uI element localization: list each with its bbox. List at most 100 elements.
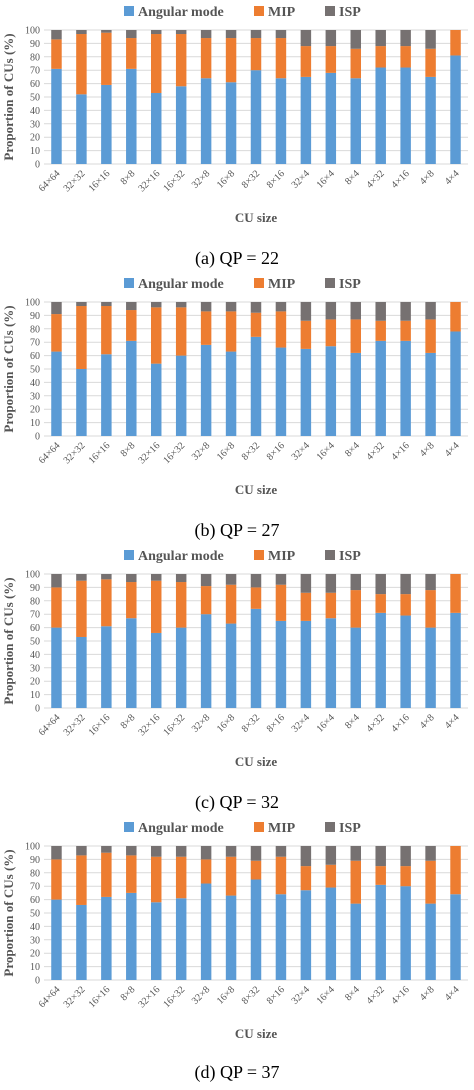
bar-segment <box>325 319 337 347</box>
y-tick-label: 20 <box>30 133 40 144</box>
bar-segment <box>375 340 386 436</box>
bar-segment <box>150 363 162 436</box>
y-tick-label: 80 <box>30 596 40 607</box>
legend-swatch <box>124 278 134 288</box>
x-tick-label: 8×16 <box>265 168 287 190</box>
y-tick-label: 90 <box>30 39 40 50</box>
x-tick-label: 16×32 <box>161 440 187 466</box>
bar-segment <box>250 574 262 588</box>
legend-label: ISP <box>339 549 361 564</box>
x-tick-label: 16×16 <box>87 440 113 466</box>
x-tick-label: 32×16 <box>136 440 162 466</box>
bar-segment <box>325 30 337 47</box>
bar-segment <box>425 302 436 320</box>
bar-segment <box>275 584 287 621</box>
legend: Angular mode MIP ISP <box>124 277 361 292</box>
y-tick-label: 30 <box>30 663 40 674</box>
bar-segment <box>76 306 87 369</box>
x-tick-label: 8×4 <box>343 440 362 459</box>
bar-segment <box>400 846 411 867</box>
y-tick-label: 50 <box>30 365 40 376</box>
bar-segment <box>450 55 461 164</box>
bar-segment <box>275 856 287 895</box>
bar-segment <box>51 574 62 588</box>
x-tick-label: 4×32 <box>364 712 386 734</box>
bar-segment <box>400 615 411 708</box>
bar-segment <box>175 627 187 708</box>
bar-segment <box>275 30 287 39</box>
x-tick-label: 8×4 <box>343 168 362 187</box>
chart-panel: Angular mode MIP ISP 0 10 20 30 40 50 60 70 80 90 100… <box>0 816 474 1088</box>
bar-segment <box>400 302 411 321</box>
bar-segment <box>200 586 212 615</box>
bar-segment <box>200 846 212 860</box>
bar-segment <box>400 320 411 341</box>
x-tick-label: 16×16 <box>87 712 113 738</box>
bar-segment <box>275 302 287 312</box>
bar-segment <box>450 302 461 332</box>
legend-label: ISP <box>339 5 361 20</box>
x-tick-label: 16×8 <box>215 168 237 190</box>
bar-segment <box>400 67 411 164</box>
bar-segment <box>225 846 237 857</box>
bar-segment <box>350 30 362 49</box>
bar-segment <box>375 320 386 341</box>
bar-segment <box>175 846 187 857</box>
x-tick-label: 8×8 <box>119 712 138 731</box>
bar-segment <box>175 86 187 164</box>
legend: Angular mode MIP ISP <box>124 5 361 20</box>
y-tick-label: 10 <box>30 690 40 701</box>
bar-segment <box>275 620 287 708</box>
chart-panel: Angular mode MIP ISP 0 10 20 30 40 50 60 70 80 90 100… <box>0 272 474 544</box>
bar-segment <box>400 594 411 616</box>
x-tick-label: 4×16 <box>389 168 411 190</box>
bar-segment <box>300 76 312 164</box>
x-tick-label: 8×8 <box>119 984 138 1003</box>
bar-segment <box>101 896 112 980</box>
bar-segment <box>325 574 337 593</box>
bar-segment <box>150 302 162 308</box>
bar-segment <box>325 302 337 320</box>
bar-segment <box>425 352 436 436</box>
chart-panel: Angular mode MIP ISP 0 10 20 30 40 50 60 70 80 90 100… <box>0 0 474 272</box>
legend-label: Angular mode <box>138 821 224 836</box>
x-tick-label: 32×4 <box>290 984 312 1006</box>
bar-segment <box>300 30 312 47</box>
bar-segment <box>300 846 312 867</box>
y-tick-label: 0 <box>35 432 40 443</box>
y-tick-label: 10 <box>30 962 40 973</box>
y-tick-label: 40 <box>30 922 40 933</box>
x-axis-title: CU size <box>235 482 277 497</box>
legend-swatch <box>325 550 335 560</box>
legend-label: Angular mode <box>138 5 224 20</box>
x-tick-label: 8×16 <box>265 984 287 1006</box>
x-tick-label: 4×8 <box>418 984 437 1003</box>
x-tick-label: 4×8 <box>418 440 437 459</box>
bar-segment <box>425 30 436 49</box>
legend-label: MIP <box>268 277 296 292</box>
y-tick-label: 100 <box>25 26 40 37</box>
bar-segment <box>126 618 137 708</box>
y-tick-label: 30 <box>30 391 40 402</box>
y-tick-label: 60 <box>30 351 40 362</box>
bar-segment <box>250 70 262 164</box>
bar-segment <box>175 582 187 628</box>
x-tick-label: 16×8 <box>215 984 237 1006</box>
legend-swatch <box>325 822 335 832</box>
y-tick-label: 100 <box>25 570 40 581</box>
bar-segment <box>51 351 62 436</box>
bar-segment <box>200 311 212 345</box>
bar-segment <box>51 899 62 980</box>
bar-segment <box>250 336 262 436</box>
x-tick-label: 64×64 <box>37 168 63 194</box>
bar-segment <box>51 859 62 900</box>
bar-segment <box>101 84 112 164</box>
legend-label: MIP <box>268 549 296 564</box>
bar-segment <box>450 612 461 708</box>
bar-segment <box>76 369 87 436</box>
bar-segment <box>250 860 262 880</box>
x-axis-title: CU size <box>235 1026 277 1041</box>
stacked-bar-chart: Angular mode MIP ISP 0 10 20 30 40 50 60 70 80 90 100… <box>1 821 468 1041</box>
bar-segment <box>225 351 237 436</box>
bar-segment <box>350 319 362 353</box>
